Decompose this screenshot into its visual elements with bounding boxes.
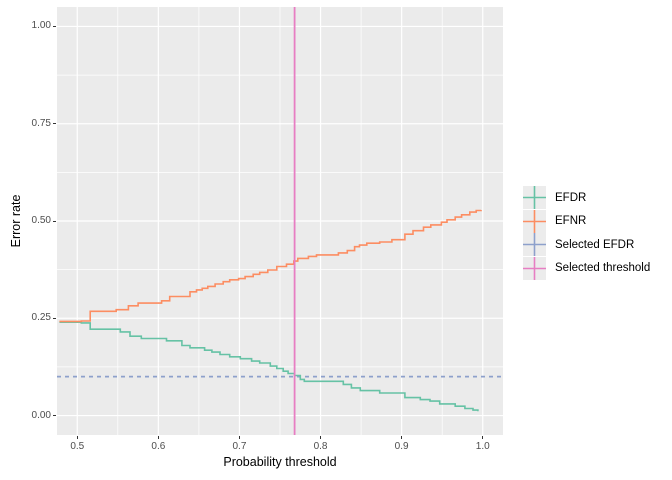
- x-axis-tick: [401, 436, 403, 439]
- y-axis-tick-label: 1.00: [31, 20, 51, 32]
- x-axis-tick-label: 1.0: [475, 441, 490, 452]
- y-axis-tick-label: 0.25: [31, 312, 51, 324]
- y-axis-tick: [53, 123, 56, 125]
- y-axis-tick: [53, 415, 56, 417]
- efnr-step-line: [59, 209, 482, 323]
- x-axis-tick-label: 0.6: [151, 441, 166, 452]
- legend-item-selected-efdr: Selected EFDR: [523, 233, 650, 257]
- plot-panel: [57, 7, 503, 435]
- legend-item-efdr: EFDR: [523, 186, 650, 210]
- x-axis-tick: [320, 436, 322, 439]
- x-axis-tick: [157, 436, 159, 439]
- y-axis-tick: [53, 317, 56, 319]
- x-axis-tick-label: 0.5: [70, 441, 85, 452]
- x-axis-tick-label: 0.8: [313, 441, 328, 452]
- legend-label: EFNR: [555, 215, 587, 228]
- y-axis-tick-label: 0.00: [31, 409, 51, 421]
- efdr-step-line: [59, 321, 479, 412]
- x-axis-tick: [238, 436, 240, 439]
- x-axis-tick-label: 0.9: [394, 441, 409, 452]
- legend-key-cross-icon: [523, 209, 546, 233]
- x-axis-title: Probability threshold: [223, 455, 337, 469]
- y-axis-tick-label: 0.50: [31, 215, 51, 226]
- x-axis-tick: [482, 436, 484, 439]
- plot-canvas: [57, 7, 503, 435]
- y-axis-tick-label: 0.75: [31, 117, 51, 129]
- legend-label: Selected EFDR: [555, 238, 635, 251]
- y-axis-title: Error rate: [9, 194, 23, 248]
- x-axis-tick: [76, 436, 78, 439]
- x-axis-tick-label: 0.7: [232, 441, 247, 452]
- legend-item-selected-threshold: Selected threshold: [523, 256, 651, 281]
- legend: EFDR EFNR Selected EFDR Selected threshold: [523, 186, 650, 280]
- legend-label: Selected threshold: [555, 262, 651, 275]
- legend-key-cross-icon: [523, 186, 546, 210]
- y-axis-tick: [53, 220, 56, 222]
- legend-key-cross-icon: [523, 233, 546, 257]
- legend-item-efnr: EFNR: [523, 209, 650, 234]
- legend-label: EFDR: [555, 191, 587, 204]
- y-axis-tick: [53, 25, 56, 27]
- legend-key-cross-icon: [523, 256, 546, 280]
